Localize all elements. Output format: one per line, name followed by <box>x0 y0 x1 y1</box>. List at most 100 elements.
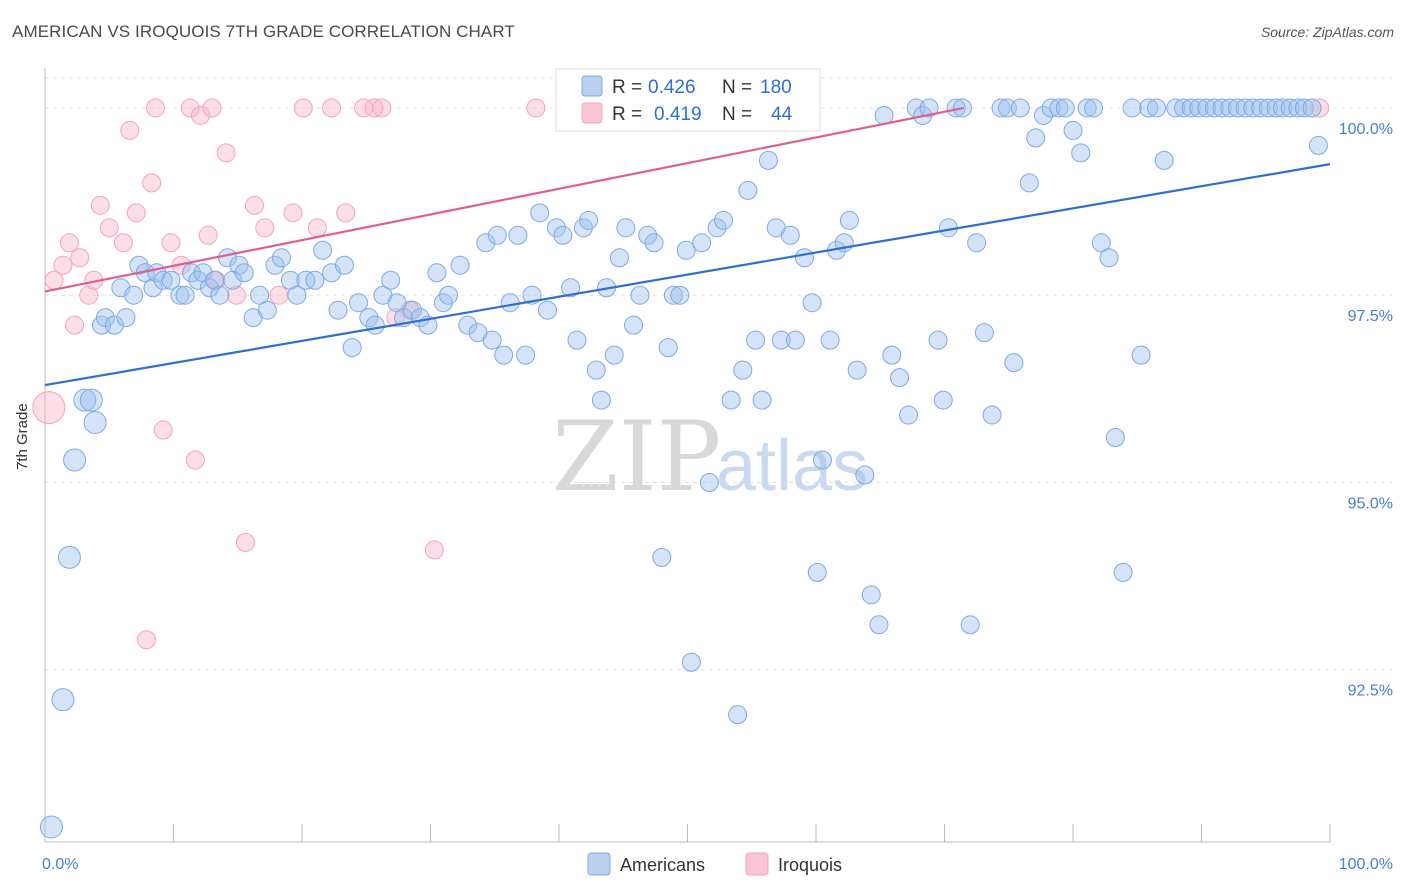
iroquois-point <box>255 218 275 238</box>
iroquois-point <box>153 420 173 440</box>
americans-point <box>982 405 1002 425</box>
americans-point <box>812 450 832 470</box>
americans-point <box>175 285 195 305</box>
americans-point <box>1055 98 1075 118</box>
americans-point <box>73 388 97 412</box>
americans-point <box>546 218 566 238</box>
iroquois-point <box>1310 98 1330 118</box>
iroquois-point <box>283 203 303 223</box>
iroquois-point <box>59 233 79 253</box>
americans-point <box>974 323 994 343</box>
americans-point <box>494 345 514 365</box>
americans-point <box>785 330 805 350</box>
americans-point <box>630 285 650 305</box>
iroquois-point <box>293 98 313 118</box>
americans-point <box>342 338 362 358</box>
americans-point <box>899 405 919 425</box>
americans-point <box>869 615 889 635</box>
americans-trend-line <box>44 163 1331 387</box>
americans-point <box>530 203 550 223</box>
americans-point <box>1033 105 1053 125</box>
americans-point <box>820 330 840 350</box>
americans-point <box>250 285 270 305</box>
americans-point <box>890 368 910 388</box>
iroquois-point <box>142 173 162 193</box>
americans-point <box>780 225 800 245</box>
americans-point <box>728 705 748 725</box>
americans-point <box>746 330 766 350</box>
americans-point <box>928 330 948 350</box>
iroquois-point <box>322 98 342 118</box>
iroquois-point <box>307 218 327 238</box>
iroquois-legend-swatch <box>581 102 603 124</box>
americans-point <box>807 562 827 582</box>
iroquois-point <box>126 203 146 223</box>
americans-point <box>946 98 966 118</box>
americans-point <box>1166 98 1186 118</box>
americans-r-value: 0.426 <box>648 77 696 98</box>
americans-point <box>1266 98 1286 118</box>
americans-point <box>427 263 447 283</box>
americans-point <box>1091 233 1111 253</box>
americans-point <box>738 180 758 200</box>
americans-point <box>861 585 881 605</box>
x-tick-label-end: 100.0% <box>1339 856 1393 873</box>
americans-point <box>1139 98 1159 118</box>
iroquois-point <box>120 120 140 140</box>
americans-point <box>181 263 201 283</box>
americans-point <box>1122 98 1142 118</box>
americans-point <box>170 285 190 305</box>
americans-point <box>586 360 606 380</box>
americans-point <box>537 300 557 320</box>
americans-point <box>79 388 103 412</box>
iroquois-point <box>526 98 546 118</box>
americans-point <box>313 240 333 260</box>
americans-point <box>1004 353 1024 373</box>
americans-point <box>129 255 149 275</box>
americans-point <box>681 652 701 672</box>
americans-point <box>1071 143 1091 163</box>
iroquois-n-value: 44 <box>771 104 793 125</box>
americans-points <box>39 98 1328 839</box>
americans-point <box>1174 98 1194 118</box>
americans-point <box>1063 120 1083 140</box>
americans-point <box>644 233 664 253</box>
americans-point <box>1041 98 1061 118</box>
americans-point <box>1212 98 1232 118</box>
watermark-zip: ZIP <box>552 401 721 513</box>
americans-point <box>365 315 385 335</box>
iroquois-point <box>216 143 236 163</box>
legend-americans-label: Americans <box>620 855 705 875</box>
americans-point <box>882 345 902 365</box>
americans-point <box>57 545 81 569</box>
iroquois-r-value: 0.419 <box>654 104 702 125</box>
americans-point <box>450 255 470 275</box>
iroquois-trend-line <box>44 106 964 293</box>
americans-point <box>476 233 496 253</box>
americans-point <box>1049 98 1069 118</box>
americans-point <box>1302 98 1322 118</box>
iroquois-point <box>364 98 384 118</box>
americans-point <box>616 218 636 238</box>
americans-point <box>104 315 124 335</box>
iroquois-point <box>424 540 444 560</box>
gridlines <box>45 77 1392 671</box>
americans-point <box>403 300 423 320</box>
americans-point <box>561 278 581 298</box>
americans-point <box>847 360 867 380</box>
chart-title: AMERICAN VS IROQUOIS 7TH GRADE CORRELATI… <box>12 22 515 41</box>
americans-point <box>1197 98 1217 118</box>
americans-point <box>1220 98 1240 118</box>
americans-point <box>713 210 733 230</box>
iroquois-point <box>146 98 166 118</box>
americans-point <box>234 263 254 283</box>
americans-legend-swatch <box>581 75 603 97</box>
americans-point <box>482 330 502 350</box>
americans-point <box>1099 248 1119 268</box>
americans-point <box>83 411 107 435</box>
iroquois-point <box>202 98 222 118</box>
americans-point <box>624 315 644 335</box>
iroquois-point <box>32 391 66 425</box>
americans-point <box>271 248 291 268</box>
americans-point <box>919 98 939 118</box>
